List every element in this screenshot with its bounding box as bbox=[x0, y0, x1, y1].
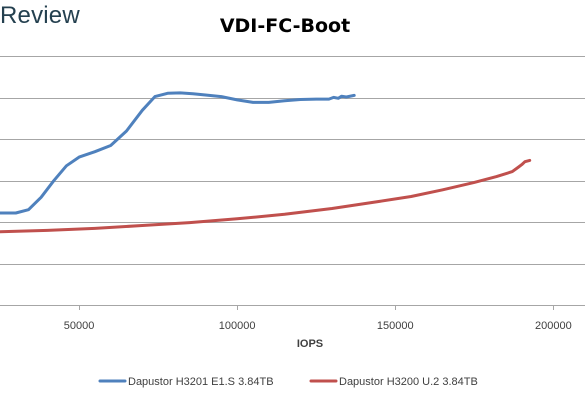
legend-label-1: Dapustor H3200 U.2 3.84TB bbox=[339, 376, 478, 388]
series-lines bbox=[0, 91, 532, 234]
brand-logo-text: Review bbox=[0, 2, 80, 29]
legend: Dapustor H3201 E1.S 3.84TB Dapustor H3200… bbox=[98, 376, 478, 388]
x-tick-label: 150000 bbox=[377, 320, 414, 332]
x-tick-label: 100000 bbox=[219, 320, 256, 332]
gridlines bbox=[0, 56, 585, 265]
x-axis-label: IOPS bbox=[297, 338, 323, 350]
x-tick-label: 200000 bbox=[535, 320, 572, 332]
series-line-0 bbox=[0, 91, 356, 215]
x-axis-ticks: 50000 100000 150000 200000 bbox=[64, 305, 572, 332]
series-line-1 bbox=[0, 158, 532, 234]
chart-title: VDI-FC-Boot bbox=[220, 15, 350, 37]
x-tick-label: 50000 bbox=[64, 320, 95, 332]
legend-label-0: Dapustor H3201 E1.S 3.84TB bbox=[128, 376, 274, 388]
